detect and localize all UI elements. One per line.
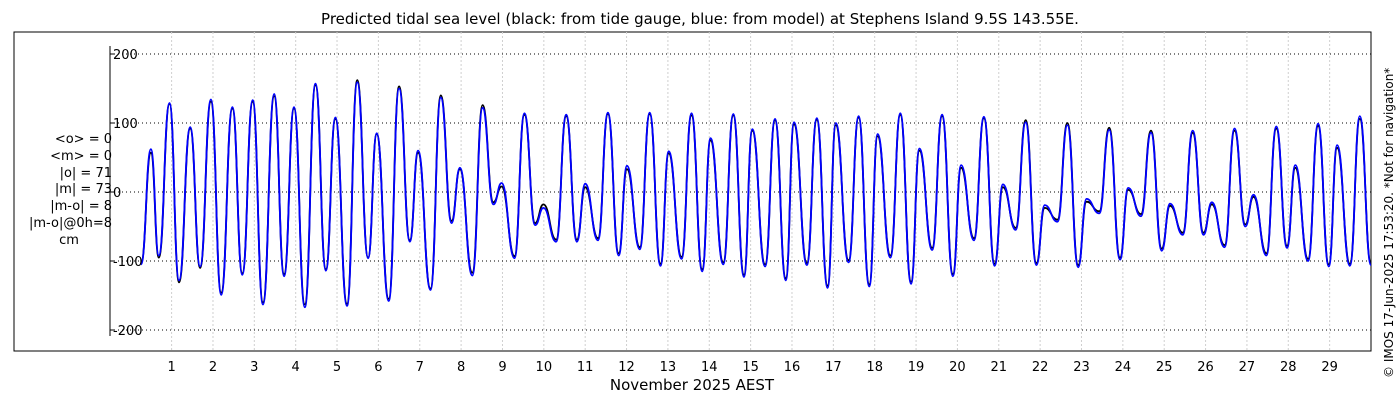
x-tick-label: 7	[416, 360, 424, 375]
x-tick-label: 18	[866, 360, 883, 375]
series-line-model	[140, 81, 1372, 309]
x-tick-labels: 1 2 3 4 5 6 7 8 9 10 11 12 13 14 15 16 17 18 19 20 21 22 23 24 2…	[167, 360, 1337, 375]
copyright-note: © IMOS 17-Jun-2025 17:53:20. *Not for na…	[1382, 67, 1396, 378]
x-tick-label: 9	[498, 360, 506, 375]
y-tick-label: -100	[113, 255, 143, 270]
series-layer	[140, 79, 1372, 309]
y-tick-label: -200	[113, 324, 143, 339]
x-tick-label: 29	[1321, 360, 1338, 375]
x-tick-label: 1	[167, 360, 175, 375]
grid-layer	[110, 32, 1371, 351]
x-tick-label: 4	[292, 360, 300, 375]
x-axis-label: November 2025 AEST	[610, 376, 775, 394]
y-tick-label: 100	[113, 117, 138, 132]
x-tick-label: 22	[1032, 360, 1049, 375]
y-tick-labels: -200 -100 0 100 200	[113, 48, 143, 339]
stat-mean-model: <m> = 0	[50, 148, 112, 164]
x-tick-label: 27	[1239, 360, 1256, 375]
x-tick-label: 24	[1115, 360, 1132, 375]
statistics-panel: <o> = 0 <m> = 0 |o| = 71 |m| = 73 |m-o| …	[12, 132, 112, 250]
stat-mean-observed: <o> = 0	[54, 132, 112, 147]
chart-title: Predicted tidal sea level (black: from t…	[321, 10, 1079, 28]
x-tick-label: 2	[209, 360, 217, 375]
x-tick-label: 16	[784, 360, 801, 375]
x-tick-label: 23	[1073, 360, 1090, 375]
x-tick-label: 19	[908, 360, 925, 375]
x-tick-label: 20	[949, 360, 966, 375]
stat-abs-observed: |o| = 71	[59, 165, 112, 181]
x-tick-label: 6	[374, 360, 382, 375]
x-tick-label: 28	[1280, 360, 1297, 375]
x-tick-label: 25	[1156, 360, 1173, 375]
x-tick-label: 15	[742, 360, 759, 375]
y-tick-label: 200	[113, 48, 138, 63]
x-tick-label: 11	[577, 360, 594, 375]
x-tick-label: 10	[536, 360, 553, 375]
x-tick-label: 5	[333, 360, 341, 375]
x-tick-label: 12	[618, 360, 635, 375]
x-tick-label: 8	[457, 360, 465, 375]
axes-frame	[13, 31, 1372, 352]
x-tick-label: 13	[660, 360, 677, 375]
stat-unit: cm	[59, 232, 79, 248]
x-tick-label: 21	[991, 360, 1008, 375]
x-tick-label: 14	[701, 360, 718, 375]
stat-abs-model: |m| = 73	[54, 182, 112, 198]
stat-abs-difference: |m-o| = 8	[50, 199, 112, 215]
x-tick-label: 17	[825, 360, 842, 375]
x-tick-label: 3	[250, 360, 258, 375]
x-tick-label: 26	[1197, 360, 1214, 375]
y-tick-label: 0	[113, 186, 121, 201]
stat-abs-difference-0h: |m-o|@0h=8	[29, 215, 112, 231]
